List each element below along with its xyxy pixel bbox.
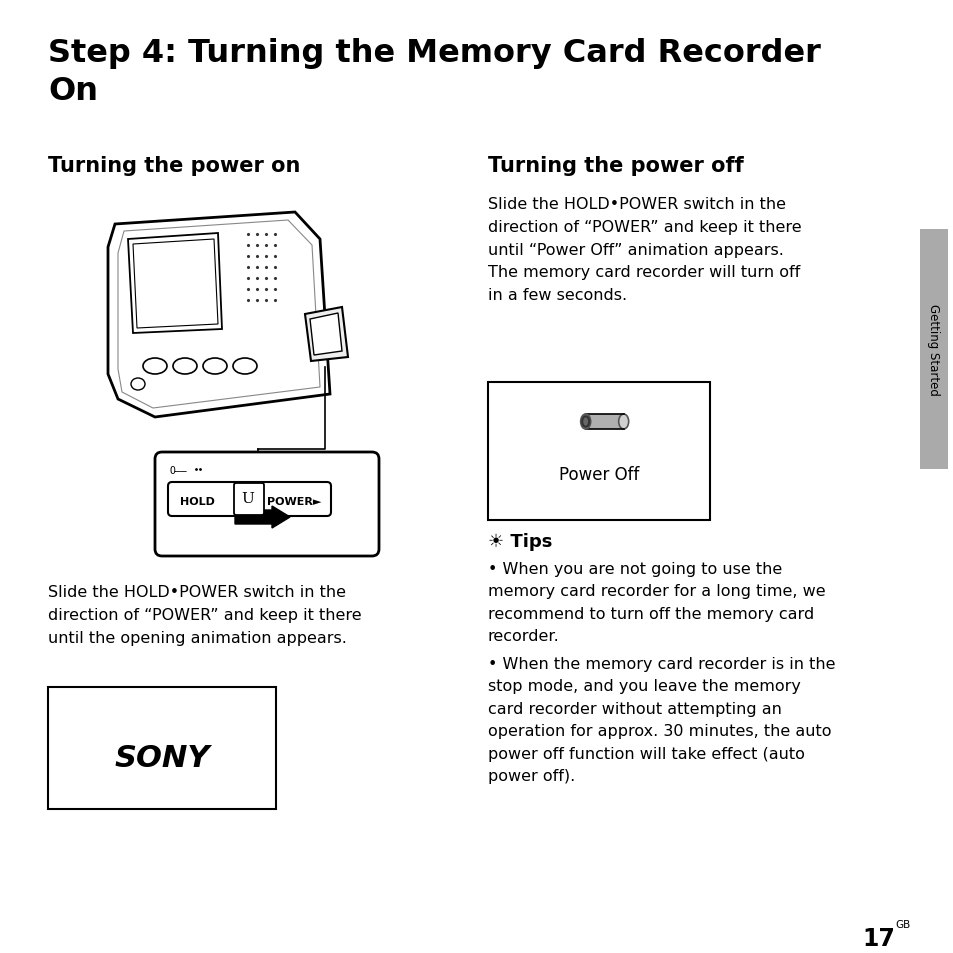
Text: • When the memory card recorder is in the
stop mode, and you leave the memory
ca: • When the memory card recorder is in th…	[488, 657, 835, 783]
FancyBboxPatch shape	[168, 482, 331, 517]
Ellipse shape	[580, 415, 590, 430]
Text: POWER►: POWER►	[267, 497, 321, 506]
Polygon shape	[305, 308, 348, 361]
Text: On: On	[48, 76, 98, 107]
Ellipse shape	[581, 416, 589, 427]
FancyArrow shape	[234, 506, 290, 529]
FancyBboxPatch shape	[233, 483, 264, 516]
Text: Slide the HOLD•POWER switch in the
direction of “POWER” and keep it there
until : Slide the HOLD•POWER switch in the direc…	[48, 584, 361, 645]
Polygon shape	[108, 213, 330, 417]
Bar	[488, 382, 709, 520]
Text: Slide the HOLD•POWER switch in the
direction of “POWER” and keep it there
until : Slide the HOLD•POWER switch in the direc…	[488, 196, 801, 303]
Text: Power Off: Power Off	[558, 465, 639, 483]
Text: 17: 17	[862, 926, 894, 950]
Bar	[585, 415, 623, 430]
FancyBboxPatch shape	[154, 453, 378, 557]
Text: GB: GB	[894, 919, 909, 929]
Text: HOLD: HOLD	[180, 497, 214, 506]
Ellipse shape	[172, 358, 196, 375]
Bar	[48, 687, 275, 809]
Ellipse shape	[143, 358, 167, 375]
Text: Turning the power off: Turning the power off	[488, 156, 743, 175]
Polygon shape	[132, 240, 218, 329]
Bar	[919, 230, 947, 470]
Text: • When you are not going to use the
memory card recorder for a long time, we
rec: • When you are not going to use the memo…	[488, 561, 824, 643]
Text: SONY: SONY	[114, 743, 210, 773]
Ellipse shape	[618, 415, 628, 430]
Text: U: U	[241, 492, 253, 505]
Ellipse shape	[233, 358, 256, 375]
Text: Turning the power on: Turning the power on	[48, 156, 300, 175]
Polygon shape	[310, 314, 341, 355]
Ellipse shape	[131, 378, 145, 391]
Ellipse shape	[203, 358, 227, 375]
Polygon shape	[128, 233, 222, 334]
Text: Getting Started: Getting Started	[926, 304, 940, 395]
Text: ☀︎ Tips: ☀︎ Tips	[488, 533, 552, 551]
Text: O——: O——	[170, 465, 188, 476]
Text: Step 4: Turning the Memory Card Recorder: Step 4: Turning the Memory Card Recorder	[48, 38, 820, 69]
